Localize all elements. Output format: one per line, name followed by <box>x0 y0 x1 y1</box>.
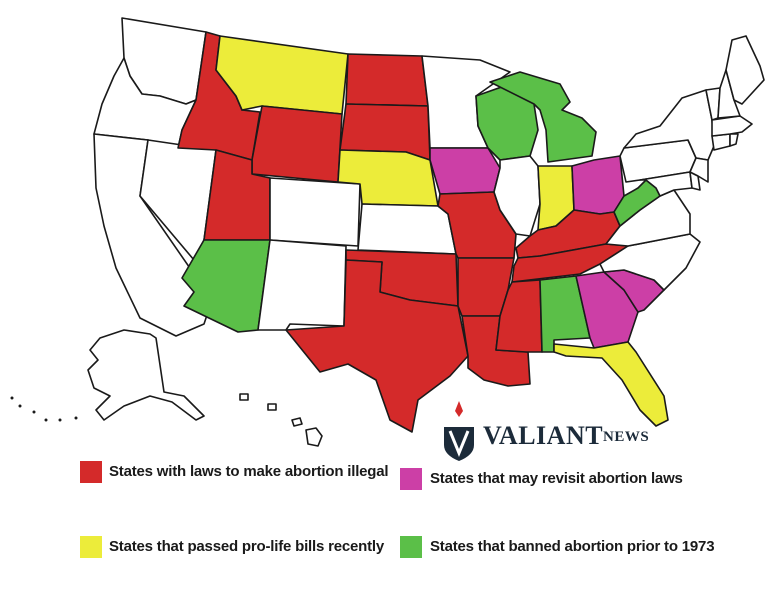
legend-label-illegal: States with laws to make abortion illega… <box>109 463 389 480</box>
state-michigan <box>489 71 597 163</box>
state-new-hampshire <box>717 69 741 119</box>
legend-swatch-banned <box>400 536 422 558</box>
state-alaska <box>87 329 205 421</box>
legend-swatch-illegal <box>80 461 102 483</box>
state-kansas <box>357 203 457 255</box>
logo-subtitle: NEWS <box>603 429 650 445</box>
state-iowa <box>429 147 501 195</box>
state-new-jersey <box>689 157 709 183</box>
state-north-dakota <box>345 53 429 107</box>
state-colorado <box>269 177 361 247</box>
state-hawaii-kauai <box>239 393 249 401</box>
state-ohio <box>571 155 625 215</box>
state-wyoming <box>251 105 343 183</box>
legend-swatch-prolife <box>80 536 102 558</box>
legend-swatch-revisit <box>400 468 422 490</box>
legend-label-revisit: States that may revisit abortion laws <box>430 470 683 487</box>
state-hawaii <box>305 427 323 447</box>
logo-wordmark: VALIANT <box>483 421 604 450</box>
state-new-mexico <box>257 239 347 331</box>
legend-label-banned: States that banned abortion prior to 197… <box>430 538 715 555</box>
shield-v-icon <box>444 401 474 461</box>
state-rhode-island <box>729 133 739 147</box>
state-maine <box>725 35 765 105</box>
aleutian-islands <box>10 396 78 422</box>
state-massachusetts <box>711 115 753 137</box>
state-illinois <box>493 155 541 237</box>
legend-label-prolife: States that passed pro-life bills recent… <box>109 538 385 555</box>
state-florida <box>553 341 669 427</box>
state-texas <box>285 259 469 433</box>
state-hawaii-oahu <box>267 403 277 411</box>
state-hawaii-maui <box>291 417 303 427</box>
valiant-news-logo: VALIANT NEWS <box>440 395 655 465</box>
